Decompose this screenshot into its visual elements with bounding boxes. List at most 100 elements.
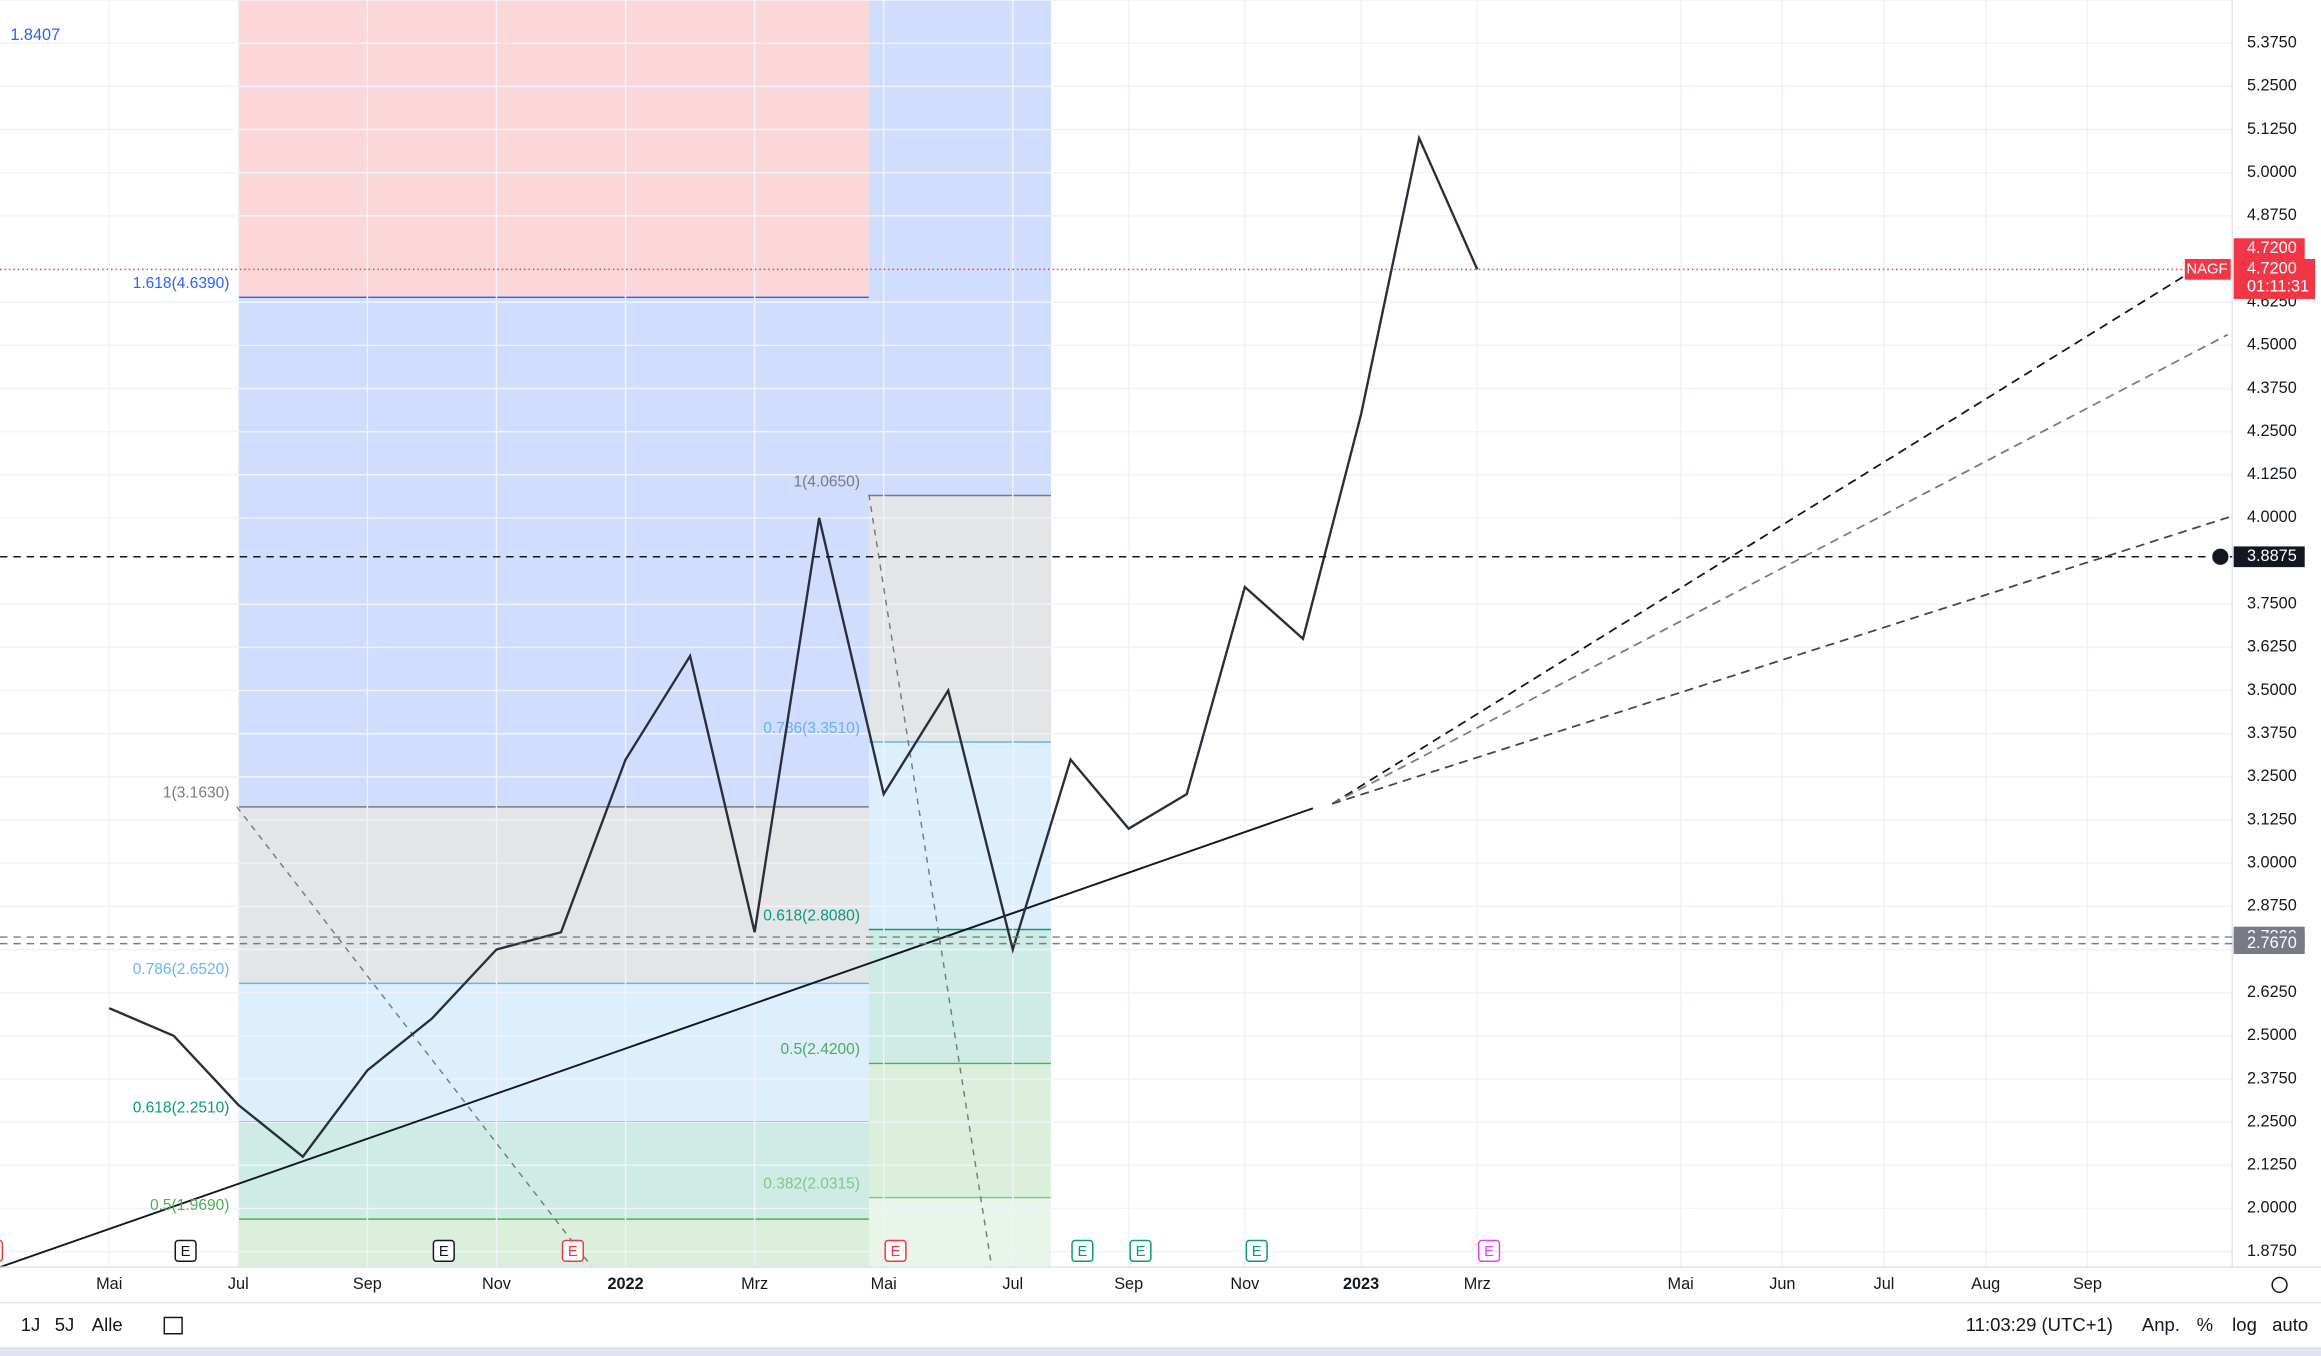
earnings-label: E — [1077, 1244, 1087, 1260]
y-tick-label: 3.1250 — [2247, 810, 2297, 828]
plot: 1.618(4.6390) 1(3.1630) 0.786(2.6520) 0.618… — [108, 134, 1479, 1214]
projection-line — [1331, 333, 2229, 805]
fib-zone — [868, 929, 1051, 1064]
fib-label: 0.5(1.9690) — [150, 1197, 229, 1214]
fib-zone — [868, 742, 1051, 930]
fib-label: 0.786(2.6520) — [133, 961, 230, 978]
fib-label: 0.382(2.0315) — [763, 1175, 860, 1192]
trendline — [0, 807, 1314, 1269]
date-range-icon[interactable] — [163, 1316, 183, 1335]
y-tick-label: 3.7500 — [2247, 595, 2297, 613]
price-tag-label: 2.7670 — [2247, 934, 2297, 952]
fib-zone — [238, 0, 869, 298]
fib-label: 0.618(2.8080) — [763, 907, 860, 924]
x-tick-label: Mai — [871, 1275, 897, 1293]
fib-diagonal — [236, 806, 593, 1268]
bottom-strip — [0, 1347, 2321, 1356]
fib-zone — [238, 806, 869, 984]
y-tick-label: 4.5000 — [2247, 336, 2297, 354]
price-tag-label: 3.8875 — [2247, 547, 2297, 565]
range-button[interactable]: 5J — [55, 1314, 75, 1335]
y-tick-label: 5.0000 — [2247, 163, 2297, 181]
countdown: 01:11:31 — [2247, 277, 2309, 295]
earnings-marker — [884, 1239, 907, 1262]
earnings-marker — [1129, 1239, 1152, 1262]
earnings-label: E — [568, 1244, 578, 1260]
option-button[interactable]: log — [2232, 1314, 2257, 1335]
fib-zone — [238, 983, 869, 1122]
range-button[interactable]: Alle — [92, 1314, 123, 1335]
price-tag — [2233, 258, 2316, 299]
projection-line — [1331, 514, 2236, 805]
clock: 11:03:29 (UTC+1) — [1966, 1314, 2113, 1335]
x-tick-label: 2022 — [607, 1275, 643, 1293]
fib-zone — [238, 297, 869, 807]
option-button[interactable]: auto — [2272, 1314, 2308, 1335]
option-button[interactable]: % — [2197, 1314, 2213, 1335]
earnings-label: E — [1252, 1244, 1262, 1260]
earnings-marker — [1071, 1239, 1094, 1262]
y-tick-label: 4.8750 — [2247, 206, 2297, 224]
projection-line — [1331, 273, 2189, 805]
earnings-marker — [1478, 1239, 1501, 1262]
y-tick-label: 2.8750 — [2247, 897, 2297, 915]
y-tick-label: 3.6250 — [2247, 638, 2297, 656]
fib-zone — [238, 1219, 869, 1268]
y-tick-label: 4.3750 — [2247, 379, 2297, 397]
fib-label: 0.786(3.3510) — [763, 720, 860, 737]
earnings-label: E — [439, 1244, 449, 1260]
x-tick-label: Sep — [353, 1275, 382, 1293]
earnings-label: E — [181, 1244, 191, 1260]
earnings-label: E — [1484, 1244, 1494, 1260]
y-tick-label: 3.3750 — [2247, 724, 2297, 742]
price-axis — [2232, 0, 2321, 1268]
x-tick-label: Jun — [1769, 1275, 1795, 1293]
y-tick-label: 2.1250 — [2247, 1156, 2297, 1174]
x-tick-label: Jul — [228, 1275, 249, 1293]
option-button[interactable]: Anp. — [2142, 1314, 2180, 1335]
fib-bands — [238, 0, 1051, 1268]
x-tick-label: Mai — [96, 1275, 122, 1293]
y-tick-label: 2.2500 — [2247, 1112, 2297, 1130]
fib-zone — [868, 495, 1051, 743]
price-line — [108, 134, 1479, 1159]
symbol-tag — [2184, 258, 2231, 280]
x-tick-label: Jul — [1874, 1275, 1895, 1293]
x-tick-label: Aug — [1971, 1275, 2000, 1293]
y-tick-label: 4.1250 — [2247, 465, 2297, 483]
earnings-marker — [174, 1239, 197, 1262]
fib-zone — [238, 1121, 869, 1220]
y-tick-label: 5.2500 — [2247, 77, 2297, 95]
x-tick-label: Sep — [2073, 1275, 2102, 1293]
x-tick-label: Nov — [482, 1275, 512, 1293]
y-tick-label: 2.0000 — [2247, 1199, 2297, 1217]
x-tick-label: Sep — [1114, 1275, 1143, 1293]
fib-diagonal — [868, 494, 993, 1268]
y-tick-label: 2.3750 — [2247, 1069, 2297, 1087]
range-button[interactable]: 1J — [21, 1314, 41, 1335]
fib-label: 1(4.0650) — [794, 473, 861, 490]
earnings-label: E — [1136, 1244, 1146, 1260]
price-tag — [2233, 238, 2305, 259]
add-alert-icon — [2210, 547, 2230, 567]
y-tick-label: 4.2500 — [2247, 422, 2297, 440]
x-tick-label: Nov — [1230, 1275, 1260, 1293]
y-tick-label: 5.3750 — [2247, 34, 2297, 52]
y-tick-label: 1.8750 — [2247, 1242, 2297, 1260]
price-tag-label: 4.7200 — [2247, 260, 2297, 278]
earnings-label: E — [891, 1244, 901, 1260]
y-tick-label: 2.6250 — [2247, 983, 2297, 1001]
price-tag-label: 4.7200 — [2247, 239, 2297, 257]
earnings-marker — [1245, 1239, 1268, 1262]
fib-zone — [868, 1063, 1051, 1198]
fib-zone — [868, 0, 1051, 496]
settings-icon[interactable] — [2271, 1276, 2288, 1294]
price-tag — [2233, 933, 2305, 954]
x-tick-label: 2023 — [1343, 1275, 1379, 1293]
top-value: 1.8407 — [10, 26, 60, 44]
earnings-marker — [0, 1239, 4, 1262]
fib-label: 1.618(4.6390) — [133, 275, 230, 292]
